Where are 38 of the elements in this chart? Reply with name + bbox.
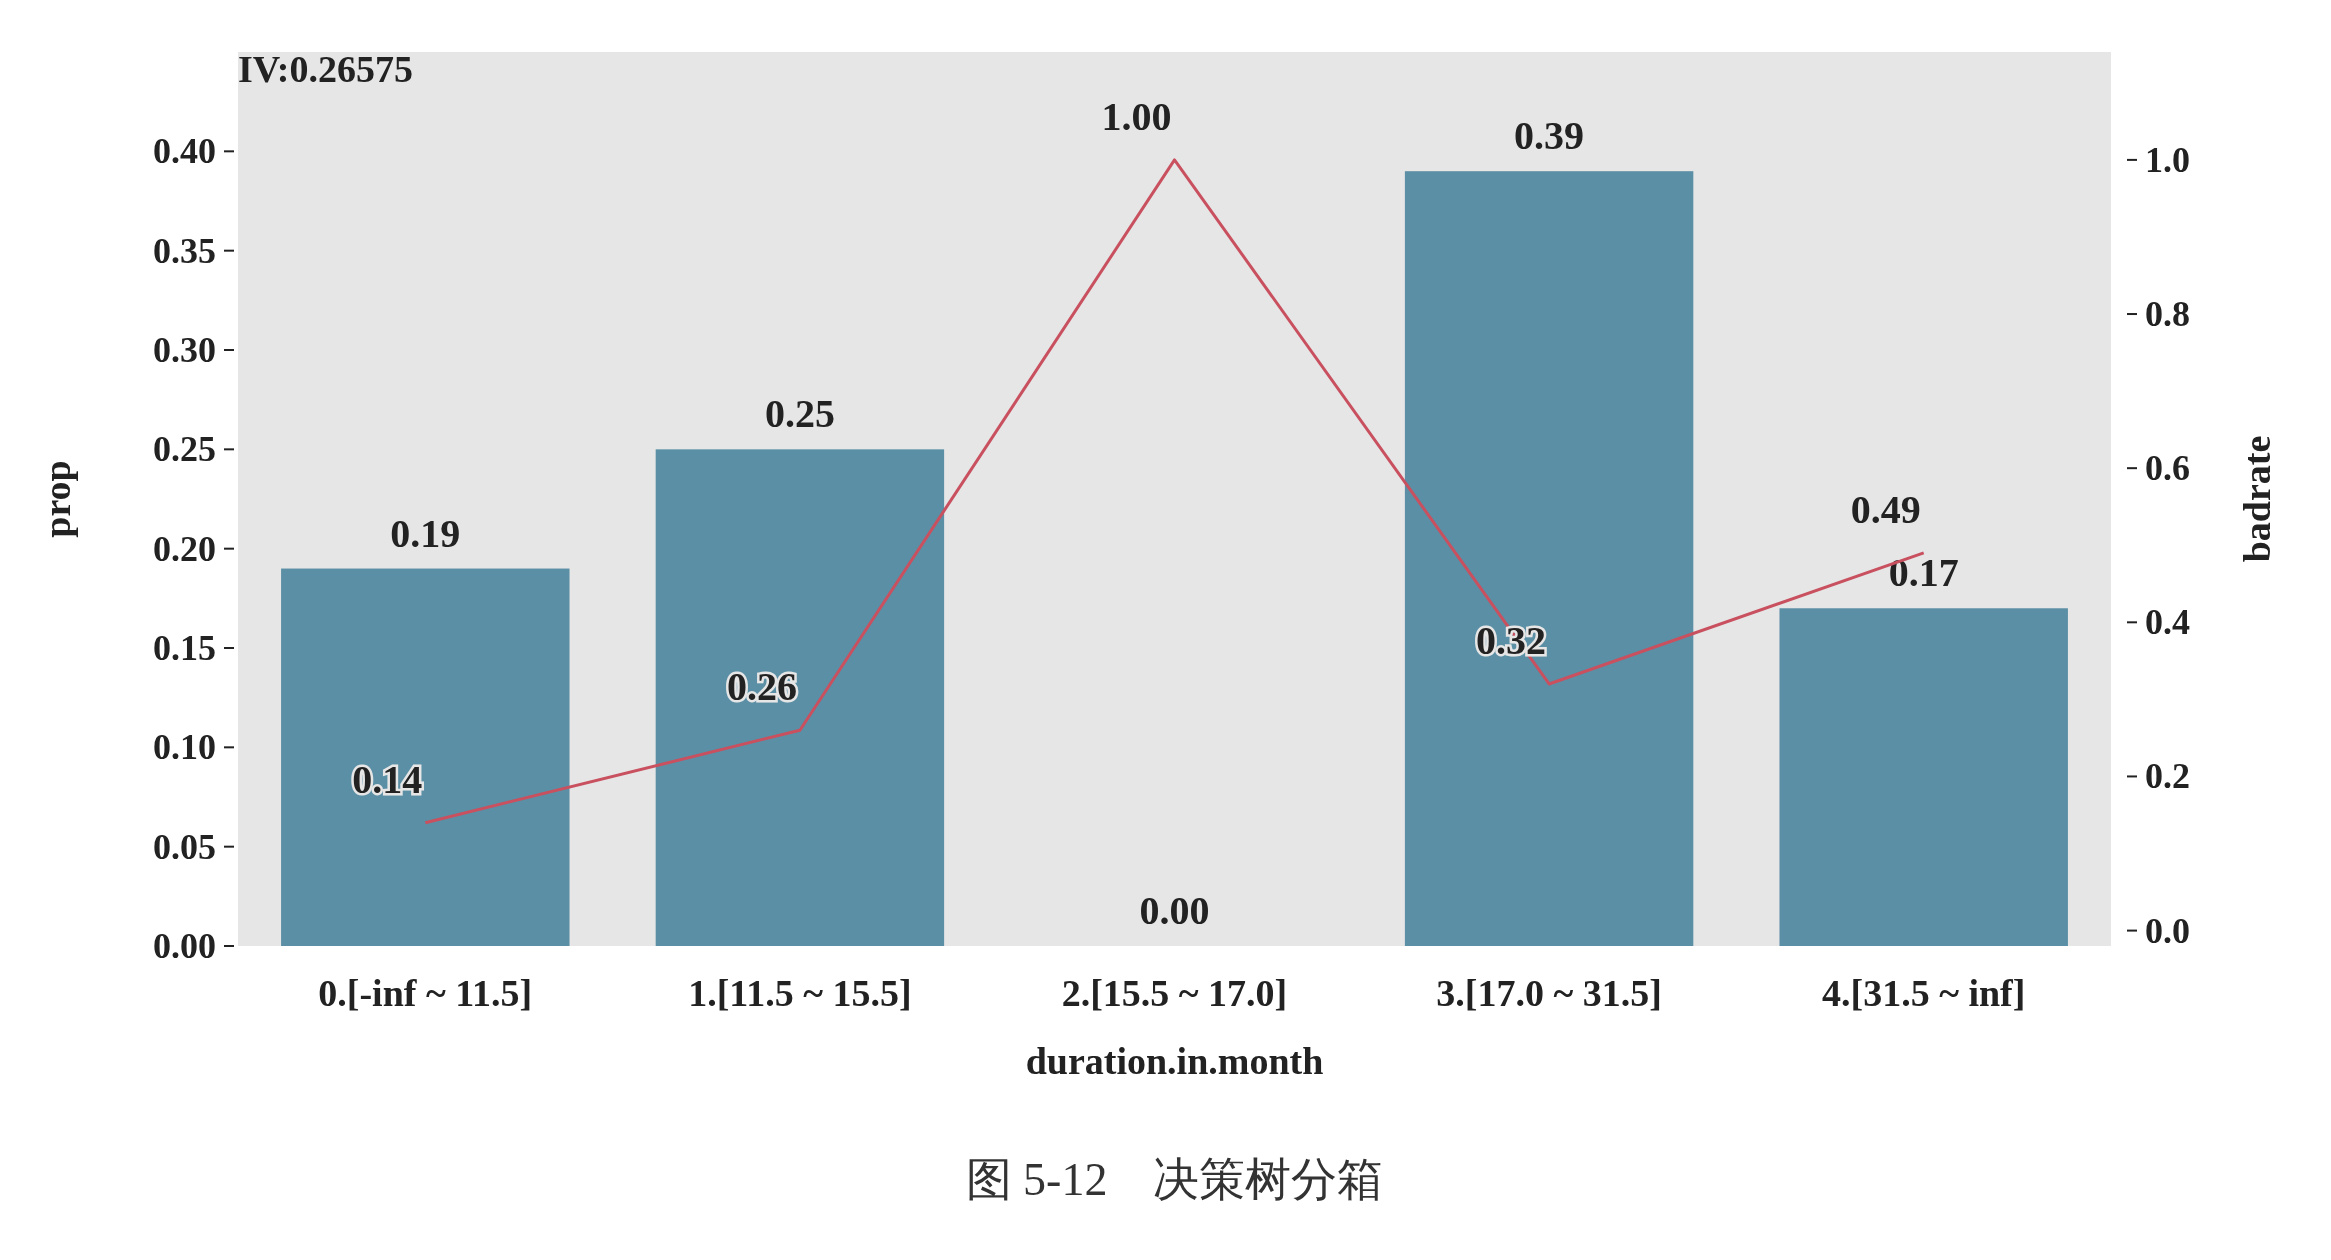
data-label: 0.17: [1888, 550, 1959, 596]
y-tick-label: 0.05: [153, 826, 216, 867]
data-label: 0.26: [726, 664, 797, 710]
y2-tick-label: 0.2: [2145, 756, 2190, 797]
y2-tick-label: 1.0: [2145, 139, 2190, 180]
data-label: 0.49: [1850, 486, 1921, 532]
bar: [1779, 608, 2068, 946]
x-tick-label: 2.[15.5 ~ 17.0]: [1061, 972, 1288, 1014]
x-tick-label: 1.[11.5 ~ 15.5]: [688, 972, 912, 1014]
y-axis-title: prop: [36, 460, 78, 538]
y2-tick-label: 0.8: [2145, 294, 2190, 335]
data-label: 0.25: [764, 391, 835, 437]
caption: 图 5-12 决策树分箱: [965, 1154, 1384, 1205]
y-tick-label: 0.10: [153, 727, 216, 768]
bar: [281, 568, 570, 946]
y2-tick-label: 0.4: [2145, 602, 2190, 643]
x-tick-label: 3.[17.0 ~ 31.5]: [1436, 972, 1662, 1014]
data-label: 0.14: [352, 756, 423, 802]
bar: [655, 449, 945, 946]
y-tick-label: 0.15: [153, 628, 216, 668]
y2-axis-title: badrate: [2236, 435, 2278, 563]
chart-title: IV:0.26575: [238, 48, 413, 90]
bar: [1404, 171, 1694, 946]
y-tick-label: 0.00: [153, 926, 216, 966]
x-tick-label: 0.[-inf ~ 11.5]: [318, 972, 533, 1014]
y2-tick-label: 0.6: [2145, 448, 2190, 489]
data-label: 0.39: [1514, 113, 1585, 159]
data-label: 0.19: [390, 510, 461, 556]
y-tick-label: 0.35: [153, 230, 216, 271]
x-axis-title: duration.in.month: [1025, 1040, 1324, 1082]
y-tick-label: 0.30: [153, 330, 216, 370]
x-tick-label: 4.[31.5 ~ inf]: [1821, 972, 2026, 1014]
data-label: 1.00: [1101, 93, 1172, 139]
y-tick-label: 0.20: [153, 528, 216, 569]
y-tick-label: 0.25: [153, 429, 216, 470]
data-label: 0.00: [1139, 888, 1210, 933]
y-tick-label: 0.40: [153, 131, 216, 172]
y2-tick-label: 0.0: [2145, 910, 2190, 951]
